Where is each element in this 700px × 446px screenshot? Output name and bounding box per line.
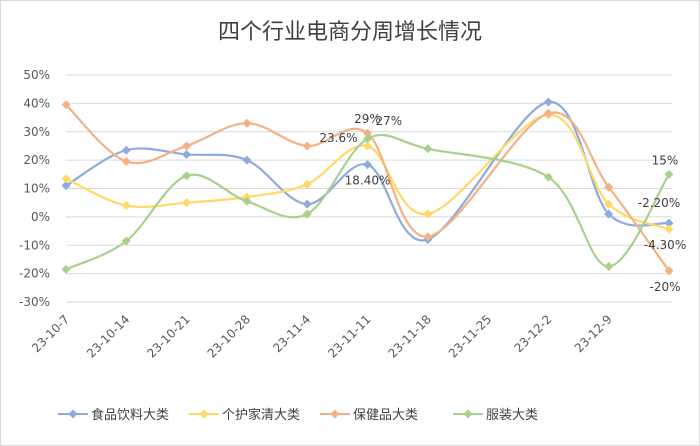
legend-marker (68, 409, 78, 419)
y-tick-label: -10% (19, 238, 50, 252)
data-point (61, 264, 71, 274)
data-point (61, 181, 71, 191)
data-label: 23.6% (319, 131, 357, 145)
data-point (302, 209, 312, 219)
data-point (604, 209, 614, 219)
x-tick-label: 23-11-11 (325, 312, 373, 360)
data-point (302, 141, 312, 151)
data-point (61, 174, 71, 184)
legend-label: 保健品大类 (353, 408, 418, 423)
data-label: 15% (652, 153, 679, 167)
legend-label: 个护家清大类 (222, 407, 300, 423)
data-label: -4.30% (644, 238, 686, 252)
x-tick-label: 23-11-4 (270, 312, 313, 355)
x-tick-label: 23-10-14 (84, 312, 132, 360)
x-tick-label: 23-10-28 (205, 312, 253, 360)
series-line (65, 133, 670, 271)
legend-marker (199, 409, 209, 419)
data-point (302, 179, 312, 189)
data-point (664, 266, 674, 276)
y-tick-label: 40% (23, 96, 50, 110)
data-point (182, 198, 192, 208)
y-tick-label: 30% (23, 125, 50, 139)
data-point (121, 145, 131, 155)
y-tick-label: 50% (23, 68, 50, 82)
data-point (423, 209, 433, 219)
y-tick-label: 20% (23, 153, 50, 167)
data-point (302, 199, 312, 209)
data-point (242, 155, 252, 165)
data-point (242, 196, 252, 206)
legend-label: 服装大类 (486, 408, 538, 423)
data-label: 29% (354, 112, 381, 126)
data-point (543, 108, 553, 118)
data-point (121, 236, 131, 246)
y-tick-label: 0% (31, 210, 50, 224)
data-point (604, 262, 614, 272)
data-point (182, 141, 192, 151)
data-point (182, 149, 192, 159)
legend-marker (463, 409, 473, 419)
data-point (664, 169, 674, 179)
x-tick-label: 23-10-7 (29, 312, 72, 355)
data-point (664, 224, 674, 234)
data-label: -2.20% (638, 196, 680, 210)
data-point (363, 128, 372, 138)
data-point (423, 144, 433, 154)
data-point (543, 97, 553, 107)
x-tick-label: 23-12-2 (511, 312, 554, 355)
data-point (182, 171, 192, 181)
chart-title: 四个行业电商分周增长情况 (217, 20, 482, 45)
data-point (121, 201, 131, 211)
data-label: 18.40% (345, 174, 391, 188)
data-point (61, 100, 71, 110)
y-tick-label: -30% (19, 295, 50, 309)
x-tick-label: 23-10-21 (144, 312, 192, 360)
x-tick-label: 23-12-9 (572, 312, 615, 355)
data-point (242, 118, 252, 128)
data-point (423, 232, 433, 242)
x-tick-label: 23-11-18 (386, 312, 434, 360)
data-point (121, 157, 131, 167)
legend-label: 食品饮料大类 (91, 407, 169, 423)
data-point (604, 199, 614, 209)
data-point (363, 160, 372, 170)
data-point (363, 134, 372, 144)
y-tick-label: 10% (23, 182, 50, 196)
data-point (664, 218, 674, 228)
data-point (604, 182, 614, 192)
data-point (363, 141, 372, 151)
data-label: 27% (376, 114, 403, 128)
legend-marker (330, 409, 340, 419)
data-point (543, 172, 553, 182)
data-label: -20% (649, 280, 680, 294)
y-tick-label: -20% (19, 267, 50, 281)
x-tick-label: 23-11-25 (446, 312, 494, 360)
